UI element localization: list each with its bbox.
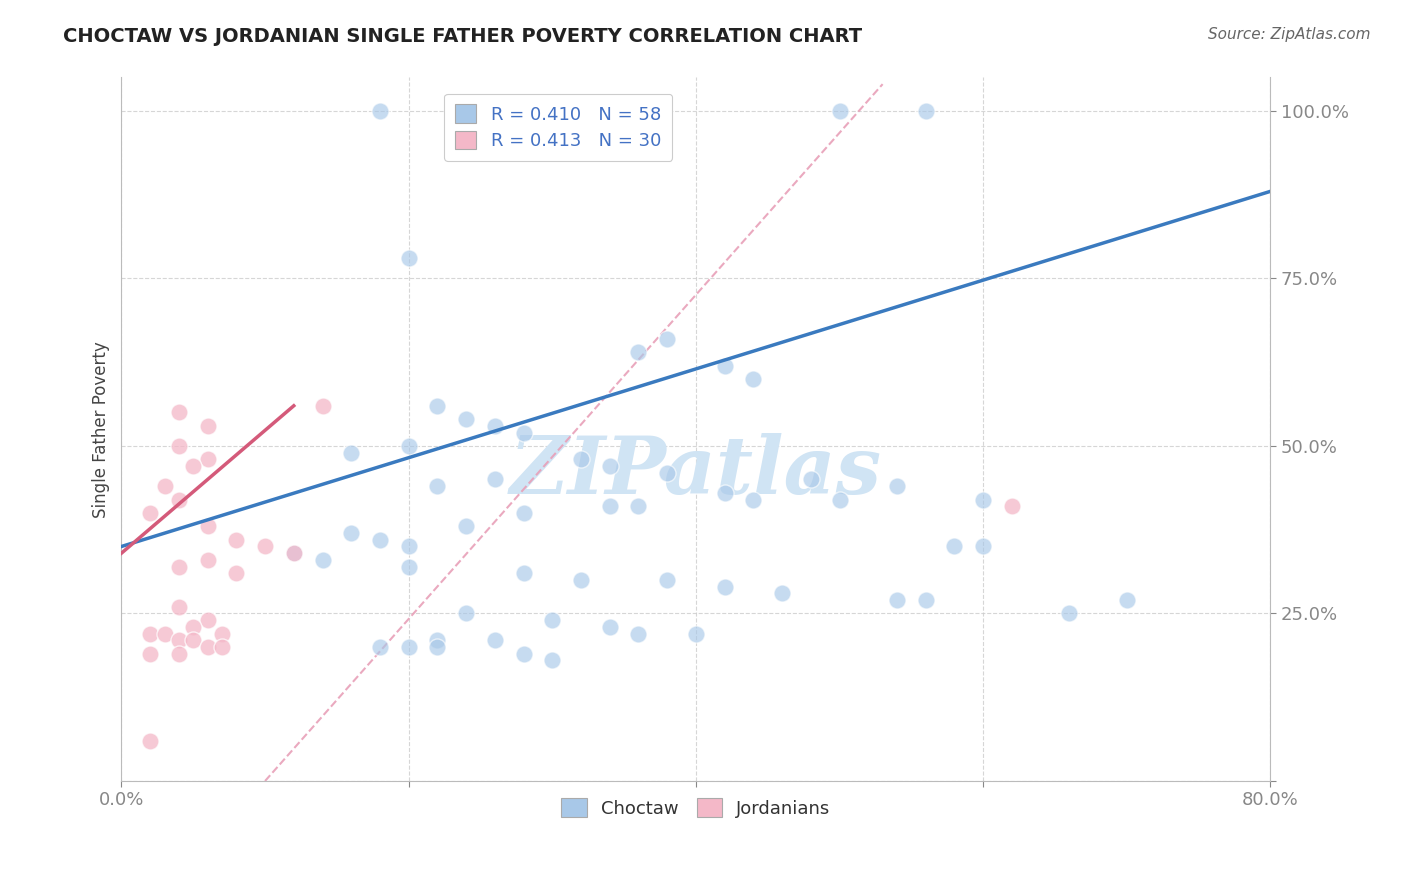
Text: Source: ZipAtlas.com: Source: ZipAtlas.com <box>1208 27 1371 42</box>
Point <box>368 533 391 547</box>
Point <box>211 640 233 654</box>
Point <box>972 492 994 507</box>
Point <box>225 533 247 547</box>
Point <box>398 439 420 453</box>
Point <box>139 506 162 520</box>
Point <box>426 479 449 493</box>
Point <box>569 452 592 467</box>
Point <box>886 479 908 493</box>
Point <box>398 640 420 654</box>
Point <box>139 626 162 640</box>
Point <box>512 647 534 661</box>
Point <box>828 492 851 507</box>
Point <box>627 500 650 514</box>
Point <box>713 486 735 500</box>
Point <box>484 473 506 487</box>
Point <box>181 459 204 474</box>
Point <box>742 372 765 386</box>
Point <box>153 626 176 640</box>
Point <box>742 492 765 507</box>
Point <box>197 452 219 467</box>
Point <box>599 500 621 514</box>
Point <box>197 519 219 533</box>
Point <box>283 546 305 560</box>
Point <box>512 425 534 440</box>
Point <box>181 633 204 648</box>
Point <box>914 593 936 607</box>
Point <box>484 418 506 433</box>
Text: ZIPatlas: ZIPatlas <box>510 433 882 510</box>
Point <box>627 626 650 640</box>
Point <box>972 540 994 554</box>
Point <box>426 640 449 654</box>
Point <box>828 103 851 118</box>
Point <box>426 633 449 648</box>
Point <box>167 439 190 453</box>
Point <box>627 345 650 359</box>
Point <box>340 445 363 459</box>
Point <box>181 620 204 634</box>
Point <box>225 566 247 581</box>
Point <box>1001 500 1024 514</box>
Point <box>456 519 478 533</box>
Point <box>599 620 621 634</box>
Point <box>197 640 219 654</box>
Point <box>512 566 534 581</box>
Point <box>283 546 305 560</box>
Point <box>657 573 679 587</box>
Point <box>886 593 908 607</box>
Point <box>197 613 219 627</box>
Point <box>657 466 679 480</box>
Point <box>167 559 190 574</box>
Point <box>541 613 564 627</box>
Point <box>770 586 793 600</box>
Point <box>398 559 420 574</box>
Point <box>398 252 420 266</box>
Point <box>167 633 190 648</box>
Point <box>167 492 190 507</box>
Legend: Choctaw, Jordanians: Choctaw, Jordanians <box>554 791 838 825</box>
Point <box>197 418 219 433</box>
Point <box>713 580 735 594</box>
Point <box>456 412 478 426</box>
Point <box>599 459 621 474</box>
Point <box>153 479 176 493</box>
Point <box>398 540 420 554</box>
Point <box>800 473 823 487</box>
Point <box>456 607 478 621</box>
Point <box>569 573 592 587</box>
Point <box>167 405 190 419</box>
Point <box>139 733 162 747</box>
Point <box>541 653 564 667</box>
Text: CHOCTAW VS JORDANIAN SINGLE FATHER POVERTY CORRELATION CHART: CHOCTAW VS JORDANIAN SINGLE FATHER POVER… <box>63 27 862 45</box>
Point <box>484 633 506 648</box>
Point <box>512 506 534 520</box>
Point <box>713 359 735 373</box>
Point <box>368 640 391 654</box>
Point <box>685 626 707 640</box>
Point <box>368 103 391 118</box>
Point <box>426 399 449 413</box>
Point <box>167 599 190 614</box>
Point <box>139 647 162 661</box>
Point <box>1059 607 1081 621</box>
Point <box>167 647 190 661</box>
Point <box>311 399 333 413</box>
Point <box>657 332 679 346</box>
Point <box>914 103 936 118</box>
Point <box>340 526 363 541</box>
Point <box>254 540 277 554</box>
Point <box>311 553 333 567</box>
Point <box>197 553 219 567</box>
Point <box>211 626 233 640</box>
Y-axis label: Single Father Poverty: Single Father Poverty <box>93 341 110 517</box>
Point <box>943 540 966 554</box>
Point <box>1115 593 1137 607</box>
